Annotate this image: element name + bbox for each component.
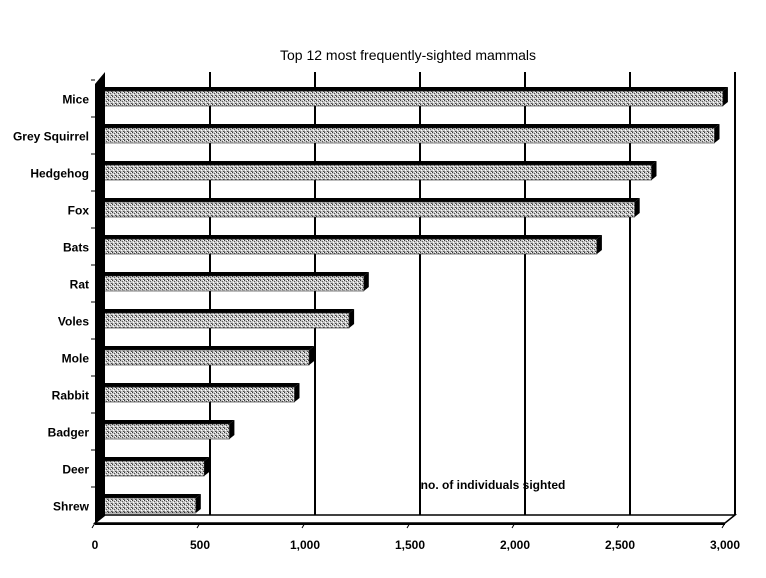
category-label: Rat	[70, 278, 89, 292]
bar-badger	[95, 420, 235, 440]
bar-side-face	[294, 383, 300, 402]
gridlines	[209, 72, 736, 515]
bar-front-face	[98, 164, 652, 181]
bar-top-face	[95, 420, 235, 424]
x-tick	[616, 522, 621, 529]
bar-top-face	[95, 494, 201, 498]
bars	[95, 87, 728, 514]
category-label: Voles	[58, 315, 89, 329]
bar-hedgehog	[95, 161, 657, 181]
bar-side-face	[195, 494, 201, 513]
bar-top-face	[95, 457, 210, 461]
chart-title: Top 12 most frequently-sighted mammals	[280, 47, 536, 63]
category-label: Bats	[63, 241, 89, 255]
bar-front-face	[98, 238, 598, 255]
bar-side-face	[651, 161, 657, 180]
bar-side-face	[204, 457, 210, 476]
x-tick	[91, 522, 96, 529]
bar-side-face	[349, 309, 355, 328]
x-tick	[301, 522, 306, 529]
x-tick	[406, 522, 411, 529]
bar-top-face	[95, 124, 720, 128]
x-tick-label: 1,000	[290, 538, 320, 552]
category-labels: Mice Grey Squirrel Hedgehog Fox Bats Rat Voles…	[13, 93, 90, 514]
bar-front-face	[98, 386, 295, 403]
bar-side-face	[634, 198, 640, 217]
x-tick-label: 3,000	[710, 538, 740, 552]
x-tick	[721, 522, 726, 529]
bar-fox	[95, 198, 640, 218]
bar-front-face	[98, 90, 724, 107]
bar-rabbit	[95, 383, 300, 403]
bar-front-face	[98, 460, 205, 477]
category-label: Hedgehog	[30, 167, 89, 181]
bar-top-face	[95, 198, 640, 202]
category-label: Fox	[68, 204, 90, 218]
bar-top-face	[95, 346, 315, 350]
left-wall	[95, 72, 105, 523]
bar-front-face	[98, 275, 365, 292]
category-label: Mole	[62, 352, 90, 366]
bar-top-face	[95, 309, 355, 313]
x-tick	[196, 522, 201, 529]
floor	[92, 514, 738, 524]
category-label: Deer	[62, 463, 89, 477]
category-label: Badger	[48, 426, 90, 440]
bar-front-face	[98, 127, 715, 144]
bar-front-face	[98, 312, 350, 329]
bar-front-face	[98, 349, 310, 366]
bar-voles	[95, 309, 355, 329]
category-label: Shrew	[53, 500, 90, 514]
bar-bats	[95, 235, 602, 255]
x-tick-labels: 0 500 1,000 1,500 2,000 2,500 3,000	[92, 538, 741, 552]
x-tick-label: 0	[92, 538, 99, 552]
bar-top-face	[95, 235, 602, 239]
bar-side-face	[596, 235, 602, 254]
bar-front-face	[98, 201, 636, 218]
bar-side-face	[722, 87, 728, 106]
bar-deer	[95, 457, 210, 477]
bar-side-face	[309, 346, 315, 365]
bar-shrew	[95, 494, 201, 514]
bar-side-face	[363, 272, 369, 291]
x-tick-label: 500	[190, 538, 210, 552]
bar-grey-squirrel	[95, 124, 720, 144]
bar-side-face	[714, 124, 720, 143]
axes	[91, 72, 738, 529]
bar-rat	[95, 272, 369, 292]
bar-front-face	[98, 497, 197, 514]
bar-top-face	[95, 272, 369, 276]
bar-mole	[95, 346, 315, 366]
bar-side-face	[229, 420, 235, 439]
x-tick-label: 1,500	[395, 538, 425, 552]
x-tick-label: 2,000	[500, 538, 530, 552]
x-tick-label: 2,500	[605, 538, 635, 552]
bar-top-face	[95, 87, 728, 91]
chart-annotation: no. of individuals sighted	[421, 478, 566, 492]
category-label: Mice	[62, 93, 89, 107]
bar-top-face	[95, 161, 657, 165]
bar-mice	[95, 87, 728, 107]
bar-front-face	[98, 423, 230, 440]
x-tick	[511, 522, 516, 529]
category-label: Grey Squirrel	[13, 130, 89, 144]
category-label: Rabbit	[52, 389, 89, 403]
bar-top-face	[95, 383, 300, 387]
